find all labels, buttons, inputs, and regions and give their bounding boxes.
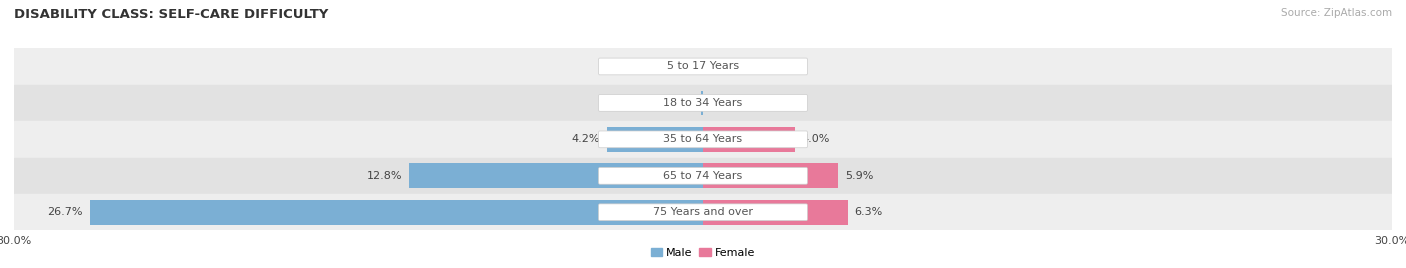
Bar bbox=[606, 127, 703, 152]
Bar bbox=[702, 91, 703, 115]
Text: 35 to 64 Years: 35 to 64 Years bbox=[664, 134, 742, 144]
Text: 12.8%: 12.8% bbox=[367, 171, 402, 181]
Bar bbox=[14, 85, 1392, 121]
Bar bbox=[14, 48, 1392, 85]
Bar bbox=[14, 194, 1392, 230]
FancyBboxPatch shape bbox=[599, 131, 807, 148]
Text: Source: ZipAtlas.com: Source: ZipAtlas.com bbox=[1281, 8, 1392, 18]
Text: 5.9%: 5.9% bbox=[845, 171, 873, 181]
Bar bbox=[703, 200, 848, 225]
FancyBboxPatch shape bbox=[599, 95, 807, 111]
Bar bbox=[14, 121, 1392, 158]
Text: 5 to 17 Years: 5 to 17 Years bbox=[666, 61, 740, 72]
FancyBboxPatch shape bbox=[599, 204, 807, 221]
Text: 0.08%: 0.08% bbox=[657, 98, 692, 108]
Bar bbox=[409, 163, 703, 188]
Text: DISABILITY CLASS: SELF-CARE DIFFICULTY: DISABILITY CLASS: SELF-CARE DIFFICULTY bbox=[14, 8, 329, 21]
FancyBboxPatch shape bbox=[599, 58, 807, 75]
Text: 0.0%: 0.0% bbox=[664, 61, 692, 72]
Bar bbox=[90, 200, 703, 225]
Text: 6.3%: 6.3% bbox=[855, 207, 883, 217]
Legend: Male, Female: Male, Female bbox=[651, 248, 755, 258]
Text: 75 Years and over: 75 Years and over bbox=[652, 207, 754, 217]
Text: 4.2%: 4.2% bbox=[571, 134, 599, 144]
Text: 0.0%: 0.0% bbox=[714, 61, 742, 72]
Text: 65 to 74 Years: 65 to 74 Years bbox=[664, 171, 742, 181]
FancyBboxPatch shape bbox=[599, 168, 807, 184]
Text: 4.0%: 4.0% bbox=[801, 134, 830, 144]
Text: 18 to 34 Years: 18 to 34 Years bbox=[664, 98, 742, 108]
Bar bbox=[703, 163, 838, 188]
Bar bbox=[14, 158, 1392, 194]
Bar bbox=[703, 127, 794, 152]
Text: 0.0%: 0.0% bbox=[714, 98, 742, 108]
Text: 26.7%: 26.7% bbox=[48, 207, 83, 217]
